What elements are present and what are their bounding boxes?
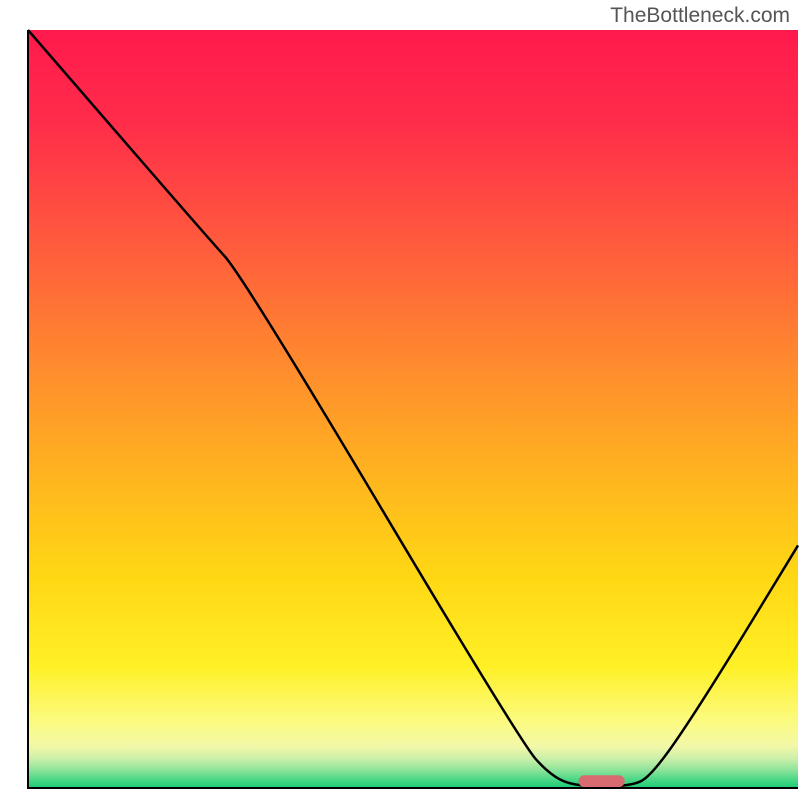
watermark-text: TheBottleneck.com [610,4,790,28]
plot-background [28,30,798,788]
bottleneck-chart [0,0,800,800]
chart-svg [0,0,800,800]
optimal-marker [579,775,625,787]
